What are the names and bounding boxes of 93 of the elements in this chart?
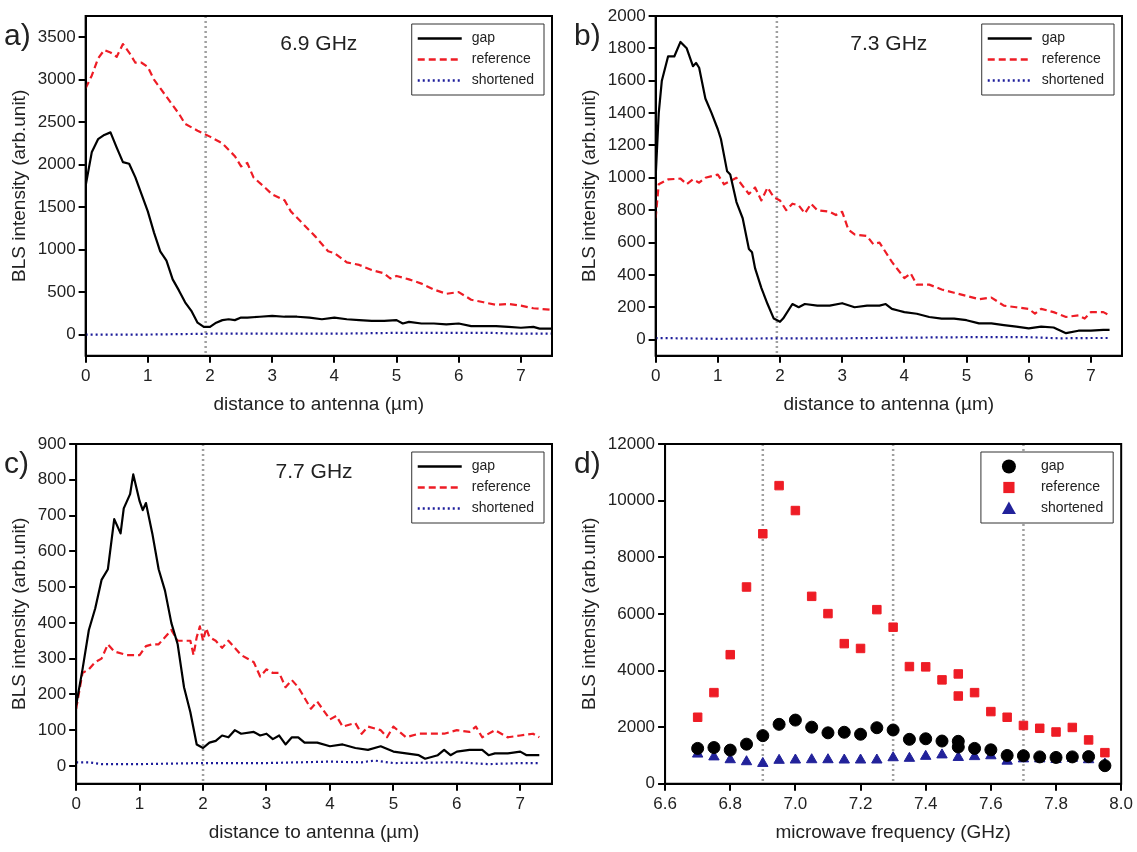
x-tick-label: 1 [134,793,145,813]
legend-label: shortened [1040,499,1104,516]
chart-title: b) [574,18,601,52]
legend-label: gap [471,457,496,474]
x-tick-label: 1 [713,365,723,385]
y-tick-label: 1400 [607,102,646,122]
y-axis-title: BLS intensity (arb.unit) [7,89,29,282]
y-tick-label: 12000 [607,433,656,453]
y-tick-label: 100 [37,719,67,739]
y-tick-label: 0 [66,324,76,344]
legend-label: reference [471,50,532,67]
x-tick-label: 6 [452,793,462,813]
x-tick-label: 3 [837,365,847,385]
legend-label: reference [1040,478,1101,495]
x-tick-label: 7 [516,365,526,385]
y-tick-label: 200 [617,296,646,316]
y-tick-label: 400 [617,264,646,284]
annotation: 7.3 GHz [850,31,928,54]
legend-label: gap [471,29,496,46]
y-tick-label: 1000 [37,239,76,259]
y-tick-label: 900 [37,433,67,453]
y-tick-label: 0 [636,329,646,349]
x-tick-label: 6 [453,365,464,385]
y-tick-label: 1600 [607,70,646,90]
legend-label: gap [1040,457,1065,474]
x-tick-label: 1 [143,365,153,385]
x-axis-title: distance to antenna (µm) [783,392,995,414]
x-tick-label: 7.4 [913,793,938,813]
legend-label: shortened [471,71,535,88]
y-tick-label: 2000 [617,716,656,736]
y-tick-label: 2500 [37,111,76,131]
x-tick-label: 4 [329,365,340,385]
y-tick-label: 800 [37,469,67,489]
y-tick-label: 500 [47,281,76,301]
y-tick-label: 2000 [37,154,76,174]
x-tick-label: 2 [198,793,208,813]
x-tick-label: 7 [1086,365,1096,385]
y-tick-label: 8000 [617,546,656,566]
x-axis-title: distance to antenna (µm) [208,820,420,842]
y-tick-label: 1200 [607,135,646,155]
x-tick-label: 7.6 [979,793,1003,813]
x-tick-label: 3 [261,793,272,813]
chart-title: c) [4,446,29,480]
x-tick-label: 2 [775,365,785,385]
y-tick-label: 1800 [607,38,646,58]
y-tick-label: 1500 [37,196,76,216]
x-tick-label: 4 [325,793,335,813]
x-tick-label: 2 [205,365,215,385]
legend-label: shortened [1041,71,1105,88]
y-tick-label: 10000 [607,490,656,510]
y-tick-label: 600 [37,540,67,560]
x-axis-title: distance to antenna (µm) [213,392,425,414]
y-tick-label: 3500 [37,26,76,46]
x-tick-label: 7.8 [1044,793,1068,813]
legend-label: reference [471,478,532,495]
y-tick-label: 500 [37,576,67,596]
x-tick-label: 7.0 [783,793,808,813]
x-tick-label: 5 [391,365,402,385]
legend-label: gap [1041,29,1066,46]
y-axis-title: BLS intensity (arb.unit) [577,89,599,282]
legend-label: shortened [471,499,535,516]
y-tick-label: 3000 [37,69,76,89]
y-tick-label: 300 [37,648,67,668]
annotation: 7.7 GHz [275,459,353,482]
y-tick-label: 1000 [607,167,646,187]
annotation: 6.9 GHz [280,31,358,54]
y-tick-label: 4000 [617,660,656,680]
x-tick-label: 3 [267,365,277,385]
y-tick-label: 600 [617,232,646,252]
x-tick-label: 6 [1023,365,1034,385]
x-tick-label: 5 [388,793,399,813]
x-tick-label: 6.6 [653,793,677,813]
y-tick-label: 400 [37,612,67,632]
x-tick-label: 5 [961,365,972,385]
chart-title: d) [574,446,601,480]
chart-title: a) [4,18,31,52]
y-tick-label: 6000 [617,603,656,623]
x-tick-label: 7.2 [848,793,873,813]
x-tick-label: 7 [515,793,526,813]
y-tick-label: 2000 [607,5,646,25]
y-tick-label: 0 [56,755,67,775]
x-tick-label: 6.8 [718,793,743,813]
y-tick-label: 200 [37,684,67,704]
y-tick-label: 700 [37,505,67,525]
x-tick-label: 8.0 [1109,793,1133,813]
y-axis-title: BLS intensity (arb.unit) [7,517,29,710]
x-tick-label: 0 [80,365,91,385]
x-tick-label: 4 [899,365,910,385]
legend-label: reference [1041,50,1102,67]
y-tick-label: 800 [617,199,646,219]
y-axis-title: BLS intensity (arb.unit) [577,517,599,710]
x-axis-title: microwave frequency (GHz) [775,820,1011,842]
y-tick-label: 0 [645,773,656,793]
